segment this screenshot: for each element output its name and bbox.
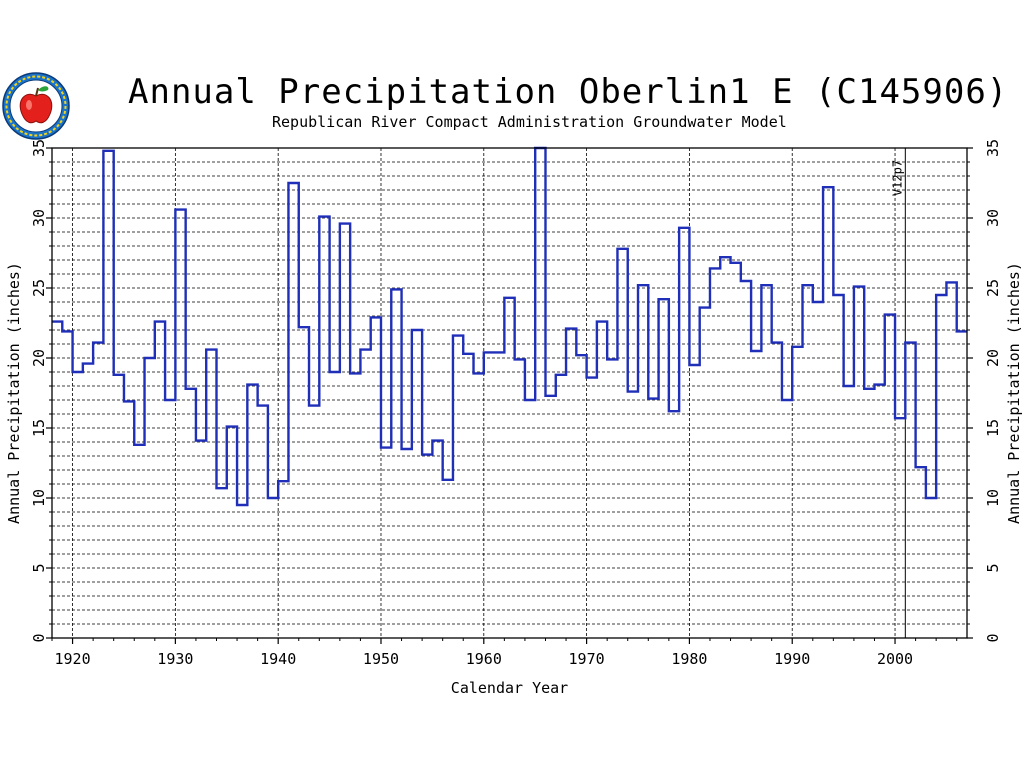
x-axis-label: Calendar Year bbox=[451, 679, 568, 697]
x-tick-label: 1980 bbox=[671, 650, 707, 668]
chart-title: Annual Precipitation Oberlin1 E (C145906… bbox=[128, 72, 1009, 112]
apple-logo-icon bbox=[2, 72, 70, 140]
y-tick-label-left: 20 bbox=[30, 349, 48, 367]
precipitation-step-line bbox=[52, 146, 967, 507]
x-tick-label: 1950 bbox=[363, 650, 399, 668]
y-tick-label-left: 25 bbox=[30, 279, 48, 297]
y-tick-label-left: 5 bbox=[30, 563, 48, 572]
series-layer bbox=[52, 146, 967, 507]
grid-lines bbox=[52, 148, 967, 638]
y-tick-label-right: 20 bbox=[984, 349, 1002, 367]
y-tick-label-right: 35 bbox=[984, 139, 1002, 157]
y-tick-label-right: 25 bbox=[984, 279, 1002, 297]
y-tick-label-right: 0 bbox=[984, 633, 1002, 642]
x-tick-label: 1990 bbox=[774, 650, 810, 668]
y-tick-label-left: 0 bbox=[30, 633, 48, 642]
y-axis-label-right: Annual Precipitation (inches) bbox=[1005, 262, 1023, 524]
y-tick-label-left: 10 bbox=[30, 489, 48, 507]
x-tick-label: 1930 bbox=[157, 650, 193, 668]
y-tick-label-right: 5 bbox=[984, 563, 1002, 572]
y-axis-label-left: Annual Precipitation (inches) bbox=[5, 262, 23, 524]
chart-subtitle: Republican River Compact Administration … bbox=[272, 113, 787, 131]
y-tick-label-right: 30 bbox=[984, 209, 1002, 227]
x-tick-label: 1920 bbox=[54, 650, 90, 668]
y-tick-label-left: 15 bbox=[30, 419, 48, 437]
plot-frame bbox=[51, 147, 968, 639]
y-tick-label-right: 10 bbox=[984, 489, 1002, 507]
x-tick-label: 2000 bbox=[877, 650, 913, 668]
x-tick-label: 1970 bbox=[569, 650, 605, 668]
x-tick-label: 1960 bbox=[466, 650, 502, 668]
x-tick-label: 1940 bbox=[260, 650, 296, 668]
y-tick-label-left: 35 bbox=[30, 139, 48, 157]
tick-layer: 0 0 5 5 10 10 15 15 20 20 25 25 30 30 35 35 1920 1930 1940… bbox=[30, 139, 1002, 668]
y-tick-label-right: 15 bbox=[984, 419, 1002, 437]
annotation-label: V12p7 bbox=[890, 160, 904, 196]
annotation-layer: V12p7 bbox=[890, 148, 906, 638]
y-tick-label-left: 30 bbox=[30, 209, 48, 227]
